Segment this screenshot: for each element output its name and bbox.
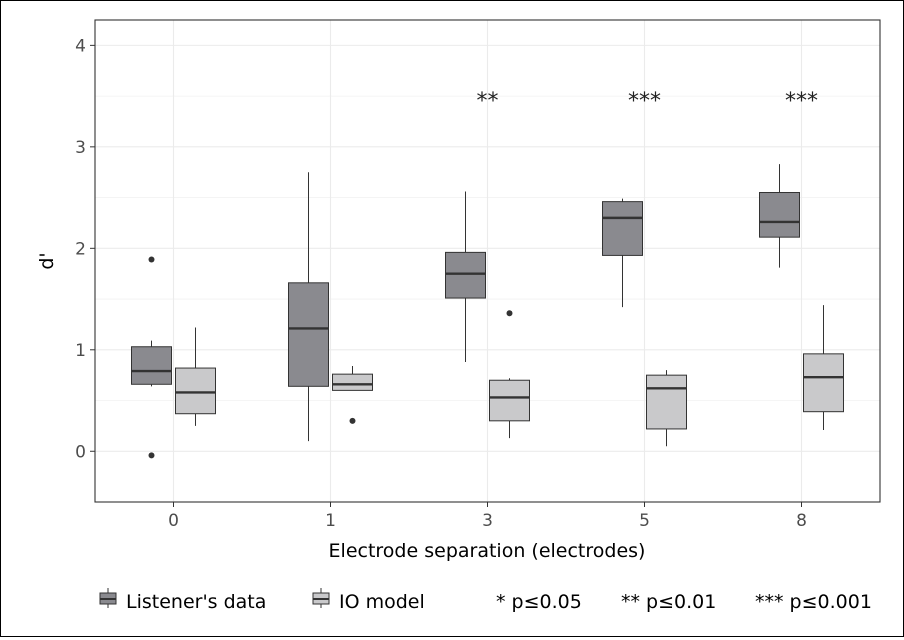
annotation-layer: ** *** *** [477, 89, 819, 114]
legend-key-1 [312, 588, 330, 608]
box-iqr [602, 201, 643, 256]
box-0-1 [288, 172, 329, 442]
major-gridlines [95, 20, 880, 502]
legend-label: IO model [339, 591, 425, 613]
box-iqr [759, 192, 800, 238]
significance-legend-item: * p≤0.05 [496, 591, 582, 613]
x-tick-label: 0 [168, 511, 179, 531]
box-1-4 [803, 305, 844, 430]
box-iqr [646, 374, 687, 430]
y-axis: 0 1 2 3 4 [75, 36, 95, 462]
outlier-point [148, 256, 155, 263]
x-tick-label: 5 [639, 511, 650, 531]
significance-annotation: ** [477, 89, 499, 114]
legend-key-0 [99, 588, 117, 608]
box-1-2 [489, 310, 530, 439]
box-1-0 [175, 327, 216, 426]
box-iqr [803, 353, 844, 413]
significance-annotation: *** [785, 89, 818, 114]
box-iqr [489, 379, 530, 422]
y-tick-label: 4 [75, 36, 86, 56]
box-0-2 [445, 191, 486, 362]
x-tick-label: 1 [325, 511, 336, 531]
box-0-3 [602, 198, 643, 308]
box-iqr [175, 367, 216, 415]
x-tick-label: 3 [482, 511, 493, 531]
y-tick-label: 0 [75, 442, 86, 462]
y-tick-label: 2 [75, 239, 86, 259]
significance-legend-item: *** p≤0.001 [755, 591, 872, 613]
box-iqr [332, 373, 373, 391]
legend-label: Listener's data [126, 591, 266, 613]
box-0-0 [131, 256, 172, 459]
box-iqr [445, 251, 486, 299]
y-tick-label: 1 [75, 341, 86, 361]
outlier-point [148, 452, 155, 459]
box-0-4 [759, 164, 800, 268]
x-tick-label: 8 [796, 511, 807, 531]
box-1-1 [332, 366, 373, 424]
outlier-point [349, 417, 356, 424]
significance-annotation: *** [628, 89, 661, 114]
box-iqr [288, 282, 329, 387]
box-iqr [131, 346, 172, 385]
x-axis: 0 1 3 5 8 [168, 502, 807, 531]
x-axis-label: Electrode separation (electrodes) [329, 540, 646, 562]
box-1-3 [646, 370, 687, 447]
significance-legend-item: ** p≤0.01 [621, 591, 716, 613]
legend: Listener's data IO model * p≤0.05 ** p≤0.01… [99, 588, 872, 613]
y-tick-label: 3 [75, 138, 86, 158]
box-layer [131, 164, 844, 459]
y-axis-label: d' [36, 252, 58, 269]
outlier-point [506, 310, 513, 317]
